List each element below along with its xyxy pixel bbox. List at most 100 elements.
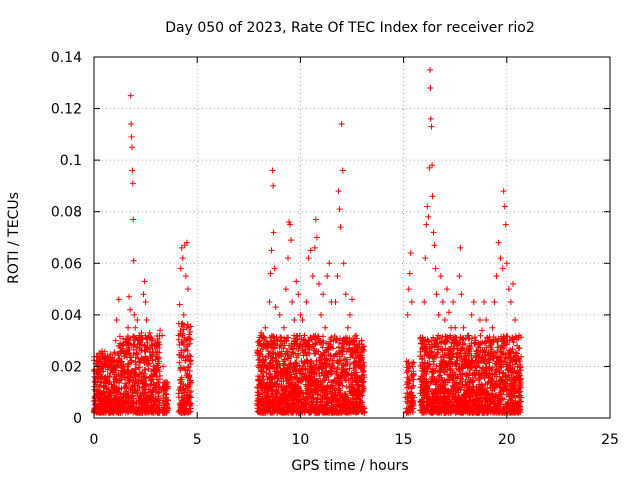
data-point — [479, 403, 486, 410]
data-point — [509, 335, 516, 342]
data-point — [339, 339, 346, 346]
data-point — [288, 397, 295, 404]
data-point — [335, 401, 342, 408]
data-point — [339, 394, 346, 401]
data-point — [325, 369, 332, 376]
data-point — [184, 336, 191, 343]
data-point — [515, 387, 522, 394]
data-point — [176, 301, 183, 308]
data-point — [347, 375, 354, 382]
data-point — [438, 357, 445, 364]
data-point — [451, 338, 458, 345]
data-point — [266, 298, 273, 305]
data-point — [149, 391, 156, 398]
y-tick-label: 0.06 — [51, 256, 82, 272]
data-point — [330, 337, 337, 344]
data-point — [463, 373, 470, 380]
data-point — [120, 370, 127, 377]
data-point — [313, 361, 320, 368]
data-point — [419, 408, 426, 415]
data-point — [353, 332, 360, 339]
data-point — [308, 398, 315, 405]
data-point — [303, 352, 310, 359]
data-point — [343, 383, 350, 390]
data-point — [492, 392, 499, 399]
data-point — [295, 352, 302, 359]
data-point — [355, 341, 362, 348]
data-point — [511, 402, 518, 409]
data-point — [425, 338, 432, 345]
data-point — [419, 346, 426, 353]
data-point — [119, 407, 126, 414]
data-point — [309, 381, 316, 388]
data-point — [278, 334, 285, 341]
data-point — [514, 342, 521, 349]
data-point — [350, 384, 357, 391]
data-point — [185, 372, 192, 379]
data-point — [481, 358, 488, 365]
data-point — [360, 385, 367, 392]
data-point — [180, 311, 187, 318]
data-point — [473, 403, 480, 410]
data-point — [281, 368, 288, 375]
data-point — [475, 371, 482, 378]
x-tick-label: 10 — [291, 432, 309, 448]
data-point — [425, 213, 432, 220]
data-point — [138, 347, 145, 354]
data-point — [95, 394, 102, 401]
data-point — [154, 389, 161, 396]
data-point — [309, 387, 316, 394]
data-point — [470, 298, 477, 305]
data-point — [184, 364, 191, 371]
data-point — [141, 383, 148, 390]
data-point — [268, 338, 275, 345]
data-point — [273, 394, 280, 401]
data-point — [509, 393, 516, 400]
data-point — [458, 353, 465, 360]
data-point — [430, 403, 437, 410]
data-point — [184, 321, 191, 328]
data-point — [511, 390, 518, 397]
data-point — [452, 409, 459, 416]
data-point — [128, 402, 135, 409]
data-point — [356, 402, 363, 409]
data-point — [478, 381, 485, 388]
data-point — [118, 364, 125, 371]
data-point — [126, 349, 133, 356]
data-point — [142, 382, 149, 389]
data-point — [358, 356, 365, 363]
data-point — [439, 377, 446, 384]
data-point — [454, 350, 461, 357]
data-point — [501, 345, 508, 352]
data-point — [119, 347, 126, 354]
data-point — [99, 399, 106, 406]
data-point — [350, 365, 357, 372]
data-point — [342, 409, 349, 416]
data-point — [459, 335, 466, 342]
data-point — [135, 337, 142, 344]
data-point — [434, 336, 441, 343]
data-point — [466, 342, 473, 349]
data-point — [428, 388, 435, 395]
data-point — [318, 351, 325, 358]
data-point — [255, 389, 262, 396]
data-point — [424, 382, 431, 389]
data-point — [259, 357, 266, 364]
data-point — [128, 144, 135, 151]
data-point — [359, 364, 366, 371]
data-point — [406, 364, 413, 371]
data-point — [408, 384, 415, 391]
data-point — [305, 386, 312, 393]
data-point — [125, 324, 132, 331]
data-point — [485, 337, 492, 344]
data-point — [305, 255, 312, 262]
data-point — [271, 405, 278, 412]
data-point — [340, 260, 347, 267]
data-point — [103, 402, 110, 409]
y-tick-label: 0.04 — [51, 308, 82, 324]
axis-ticks — [93, 56, 611, 419]
data-point — [410, 359, 417, 366]
data-point — [493, 371, 500, 378]
data-point — [330, 408, 337, 415]
data-point — [259, 372, 266, 379]
